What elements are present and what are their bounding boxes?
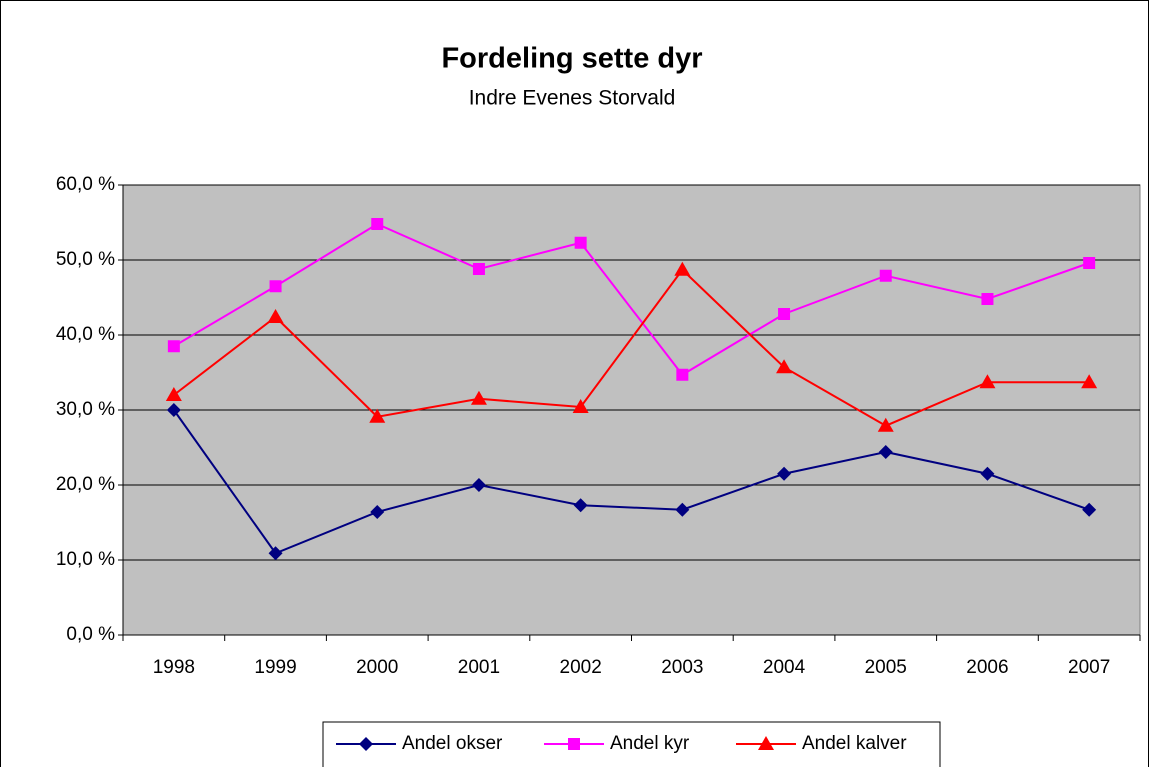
x-tick-label: 1999 [254, 657, 296, 678]
marker [359, 737, 373, 751]
marker [980, 466, 995, 481]
chart-subtitle: Indre Evenes Storvald [469, 87, 676, 110]
marker [878, 445, 893, 459]
legend-label: Andel kalver [802, 733, 907, 754]
legend-box [322, 721, 941, 767]
marker [568, 738, 580, 750]
marker [572, 399, 589, 413]
y-tick-label: 10,0 % [56, 549, 115, 570]
marker [877, 417, 894, 432]
marker [573, 498, 588, 513]
marker [166, 403, 181, 417]
chart-title: Fordeling sette dyr [441, 43, 702, 75]
x-tick-label: 1998 [153, 657, 195, 678]
marker [470, 390, 487, 405]
marker [979, 374, 996, 389]
marker [267, 309, 284, 323]
x-tick-label: 2006 [966, 657, 1008, 678]
marker [1082, 502, 1097, 517]
series-line [173, 268, 1090, 427]
y-tick-label: 0,0 % [66, 624, 115, 645]
marker [472, 263, 485, 275]
marker [1081, 374, 1098, 389]
x-tick-label: 2005 [865, 657, 907, 678]
marker [676, 368, 689, 381]
x-tick-label: 2007 [1068, 657, 1110, 678]
legend-label: Andel okser [402, 733, 503, 754]
marker [1083, 257, 1096, 269]
y-tick-label: 60,0 % [56, 174, 115, 195]
marker [777, 466, 792, 481]
series-line [173, 222, 1090, 377]
marker [269, 280, 282, 293]
marker [167, 340, 180, 353]
y-tick-label: 20,0 % [56, 474, 115, 495]
x-tick-label: 2001 [458, 657, 500, 678]
marker [574, 236, 587, 249]
marker [471, 478, 486, 492]
marker [879, 269, 892, 282]
marker [981, 293, 994, 305]
x-tick-label: 2002 [560, 657, 602, 678]
marker [778, 308, 791, 320]
marker [674, 261, 691, 276]
x-tick-label: 2004 [763, 657, 806, 678]
y-tick-label: 40,0 % [56, 324, 115, 345]
y-tick-label: 30,0 % [56, 399, 115, 420]
marker [371, 218, 384, 230]
marker [369, 408, 386, 423]
marker [370, 505, 385, 519]
marker [776, 359, 793, 374]
marker [675, 502, 690, 517]
marker [268, 546, 283, 561]
marker [758, 736, 774, 750]
x-tick-label: 2000 [356, 657, 398, 678]
y-tick-label: 50,0 % [56, 249, 115, 270]
x-tick-label: 2003 [661, 657, 703, 678]
series-line [173, 409, 1090, 555]
legend-label: Andel kyr [610, 733, 690, 754]
marker [165, 387, 182, 401]
